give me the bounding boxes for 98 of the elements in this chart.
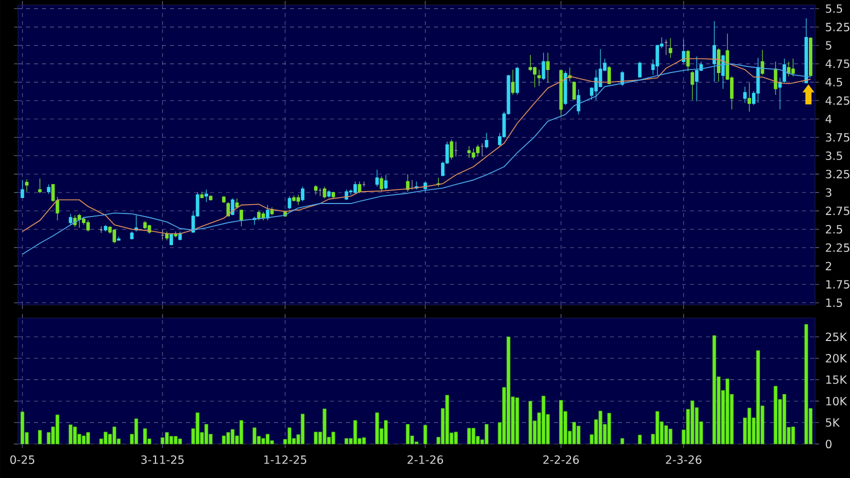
bar: [791, 426, 795, 444]
bar: [169, 436, 174, 444]
candlestick: [638, 61, 642, 78]
x-tick-label: 2-1-26: [408, 455, 444, 464]
y-tick-label: 2: [826, 262, 832, 270]
y-tick-label: 5.25: [826, 22, 850, 32]
candlestick: [204, 189, 208, 202]
bar: [607, 412, 612, 444]
candlestick: [288, 196, 292, 210]
bar: [20, 412, 24, 444]
candlestick: [86, 220, 90, 232]
bar: [82, 436, 86, 444]
bar: [134, 418, 138, 444]
candlestick: [682, 39, 686, 64]
candlestick: [358, 181, 362, 194]
candlestick: [576, 89, 580, 115]
candlestick: [528, 54, 532, 72]
bar: [423, 424, 428, 444]
candlestick: [380, 176, 384, 192]
candlestick: [230, 198, 234, 216]
bar: [353, 420, 358, 444]
x-tick-label: 2-2-26: [543, 455, 579, 464]
candlestick: [467, 146, 471, 158]
candlestick: [68, 213, 72, 226]
y-tick-label: 2.25: [826, 243, 850, 252]
bar: [38, 430, 42, 444]
bar: [620, 438, 624, 444]
candlestick: [450, 139, 454, 160]
candlestick: [384, 174, 388, 190]
bar: [515, 398, 520, 444]
candlestick: [406, 174, 410, 192]
bar: [222, 436, 226, 444]
candlestick: [760, 50, 764, 76]
candlestick: [743, 86, 747, 104]
candlestick: [594, 69, 598, 100]
candlestick: [782, 58, 786, 84]
candlestick: [46, 184, 50, 194]
y-tick-label: 3.75: [826, 133, 850, 142]
candlestick: [690, 70, 694, 100]
y-tick-label: 5: [826, 41, 832, 50]
candlestick: [511, 69, 515, 96]
candlestick: [537, 69, 541, 86]
y-tick-label: 3.5: [826, 151, 842, 160]
candlestick: [375, 169, 379, 187]
candlestick: [484, 132, 488, 149]
x-tick-label: 3-11-25: [141, 455, 184, 464]
candlestick: [716, 48, 720, 82]
y-tick-label: 25K: [826, 332, 848, 342]
bar: [406, 424, 410, 444]
y-tick-label: 4.75: [826, 60, 850, 68]
bar: [300, 414, 304, 444]
candlestick: [20, 180, 24, 198]
y-tick-label: 2.5: [826, 224, 842, 234]
y-tick-label: 4: [826, 114, 832, 124]
y-tick-label: 0: [826, 440, 832, 448]
y-tick-label: 20K: [826, 354, 848, 363]
candlestick: [572, 81, 576, 100]
bar: [804, 324, 808, 444]
bar: [528, 400, 532, 444]
bar: [638, 434, 642, 444]
candlestick: [748, 82, 752, 112]
bar: [747, 408, 752, 444]
candlestick: [712, 20, 716, 82]
candlestick: [322, 186, 326, 199]
x-tick-label: 2-3-26: [666, 455, 702, 464]
candlestick: [38, 178, 42, 194]
candlestick: [314, 184, 318, 196]
y-tick-label: 3.25: [826, 170, 850, 178]
y-tick-label: 15K: [826, 375, 848, 384]
candlestick: [546, 52, 550, 84]
candlestick: [25, 178, 29, 192]
y-tick-label: 1.75: [826, 280, 850, 289]
bar: [226, 432, 230, 444]
bar: [261, 438, 266, 444]
y-tick-label: 1.5: [826, 298, 842, 307]
x-tick-label: 0-25: [10, 455, 34, 464]
candlestick: [774, 61, 778, 96]
y-tick-label: 4.5: [826, 78, 842, 86]
candlestick: [257, 210, 261, 221]
bar: [314, 432, 318, 444]
candlestick: [472, 148, 476, 160]
y-tick-label: 5.5: [826, 4, 842, 13]
candlestick: [721, 54, 725, 90]
bar: [331, 432, 336, 444]
candlestick: [240, 210, 244, 227]
candlestick: [607, 66, 611, 85]
bar: [712, 335, 716, 444]
bar: [204, 424, 208, 444]
candlestick: [791, 58, 795, 77]
candlestick: [300, 186, 304, 202]
y-tick-label: 2.75: [826, 206, 850, 216]
y-tick-label: 5K: [826, 418, 840, 427]
candlestick: [226, 202, 230, 216]
y-tick-label: 10K: [826, 396, 848, 406]
candlestick: [598, 48, 602, 88]
y-tick-label: 4.25: [826, 96, 850, 105]
x-tick-label: 1-12-25: [264, 455, 306, 464]
y-tick-label: 3: [826, 188, 832, 197]
